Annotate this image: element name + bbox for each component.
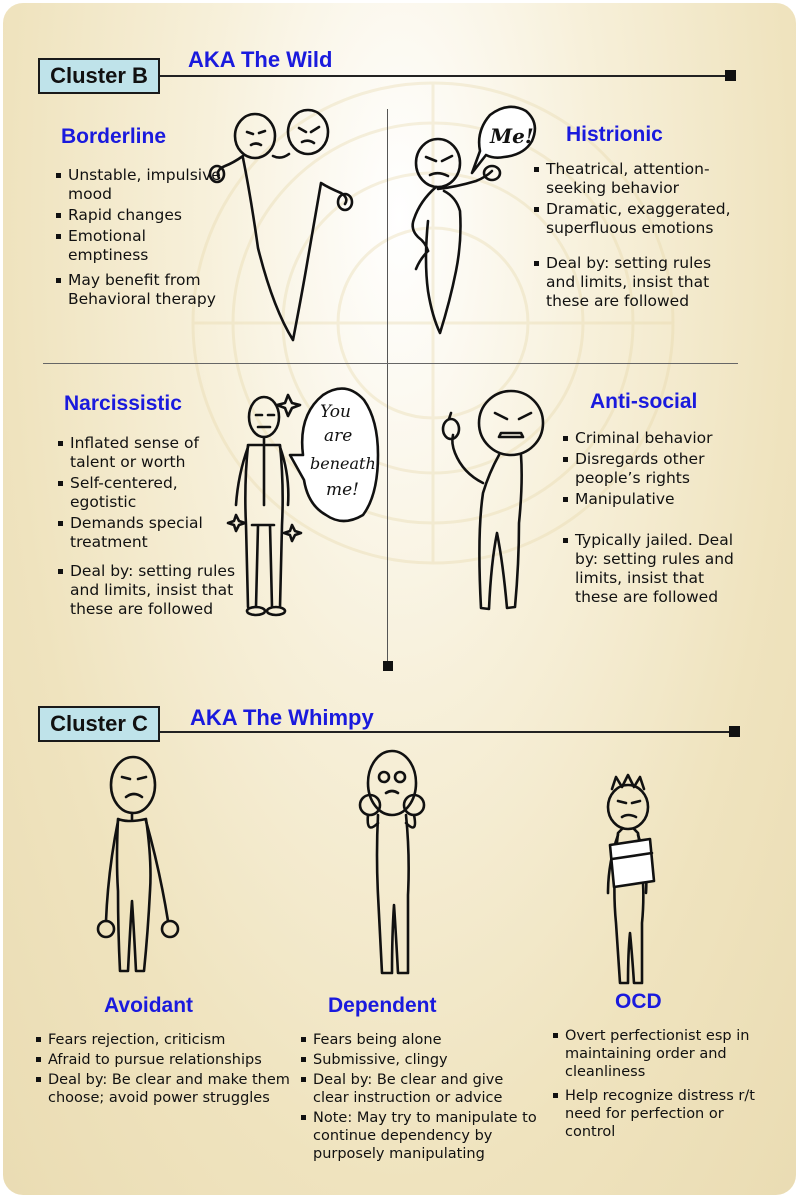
quadrant-divider-horizontal xyxy=(43,363,738,364)
list-item: Dramatic, exaggerated, superfluous emoti… xyxy=(534,200,744,238)
cluster-b-label: Cluster B xyxy=(38,58,160,94)
narcissistic-bubble-line-3: beneath xyxy=(310,454,376,473)
avoidant-list: Fears rejection, criticism Afraid to pur… xyxy=(36,1031,291,1109)
borderline-title: Borderline xyxy=(61,125,167,148)
list-item: Overt perfectionist esp in maintaining o… xyxy=(553,1027,778,1081)
infographic-card: Cluster B AKA The Wild Borderline Unstab… xyxy=(3,3,796,1195)
list-item: Demands special treatment xyxy=(58,514,243,552)
list-item: Submissive, clingy xyxy=(301,1051,541,1069)
ocd-list: Overt perfectionist esp in maintaining o… xyxy=(553,1027,778,1143)
ocd-figure-with-book xyxy=(606,773,656,985)
histrionic-figure-with-speech-bubble: Me! xyxy=(411,105,537,335)
cluster-c-rule-end xyxy=(729,726,740,737)
background-seal-watermark xyxy=(191,81,675,565)
antisocial-angry-figure xyxy=(441,389,545,611)
histrionic-list: Theatrical, attention-seeking behavior D… xyxy=(534,160,744,313)
cluster-c-rule xyxy=(160,731,735,733)
histrionic-bubble-text: Me! xyxy=(489,124,534,148)
list-item: Note: May try to manipulate to continue … xyxy=(301,1109,541,1163)
antisocial-title: Anti-social xyxy=(590,390,698,413)
list-item: Deal by: Be clear and give clear instruc… xyxy=(301,1071,541,1107)
list-item: Deal by: Be clear and make them choose; … xyxy=(36,1071,291,1107)
cluster-b-aka: AKA The Wild xyxy=(188,47,333,72)
antisocial-list: Criminal behavior Disregards other peopl… xyxy=(563,429,743,609)
narcissistic-bubble-line-1: You xyxy=(320,402,351,422)
cluster-b-rule-end xyxy=(725,70,736,81)
list-item: Criminal behavior xyxy=(563,429,743,448)
list-item: Typically jailed. Deal by: setting rules… xyxy=(563,531,743,607)
list-item: Deal by: setting rules and limits, insis… xyxy=(58,562,243,619)
list-item: Fears being alone xyxy=(301,1031,541,1049)
list-item: Self-centered, egotistic xyxy=(58,474,243,512)
dependent-anxious-figure xyxy=(358,749,426,975)
list-item: Inflated sense of talent or worth xyxy=(58,434,243,472)
list-item: Help recognize distress r/t need for per… xyxy=(553,1087,778,1141)
list-item: May benefit from Behavioral therapy xyxy=(56,271,226,309)
narcissistic-list: Inflated sense of talent or worth Self-c… xyxy=(58,434,243,621)
histrionic-title: Histrionic xyxy=(566,123,663,146)
list-item: Theatrical, attention-seeking behavior xyxy=(534,160,744,198)
quadrant-divider-vertical xyxy=(387,109,388,663)
list-item: Manipulative xyxy=(563,490,743,509)
narcissistic-bubble-line-4: me! xyxy=(326,480,359,500)
ocd-title: OCD xyxy=(615,990,662,1013)
list-item: Deal by: setting rules and limits, insis… xyxy=(534,254,744,311)
list-item: Fears rejection, criticism xyxy=(36,1031,291,1049)
narcissistic-bubble-line-2: are xyxy=(324,426,352,446)
cluster-c-aka: AKA The Whimpy xyxy=(190,705,374,730)
list-item: Rapid changes xyxy=(56,206,226,225)
divider-end xyxy=(383,661,393,671)
list-item: Disregards other people’s rights xyxy=(563,450,743,488)
list-item: Unstable, impulsive mood xyxy=(56,166,226,204)
borderline-list: Unstable, impulsive mood Rapid changes E… xyxy=(56,166,226,311)
borderline-two-headed-figure xyxy=(208,108,354,342)
dependent-title: Dependent xyxy=(328,994,437,1017)
dependent-list: Fears being alone Submissive, clingy Dea… xyxy=(301,1031,541,1165)
avoidant-title: Avoidant xyxy=(104,994,194,1017)
cluster-b-rule xyxy=(160,75,730,77)
list-item: Emotional emptiness xyxy=(56,227,226,265)
cluster-c-label: Cluster C xyxy=(38,706,160,742)
narcissistic-figure-with-speech-bubble: You are beneath me! xyxy=(226,387,380,617)
narcissistic-title: Narcissistic xyxy=(64,392,182,415)
list-item: Afraid to pursue relationships xyxy=(36,1051,291,1069)
avoidant-sad-figure xyxy=(96,755,180,973)
